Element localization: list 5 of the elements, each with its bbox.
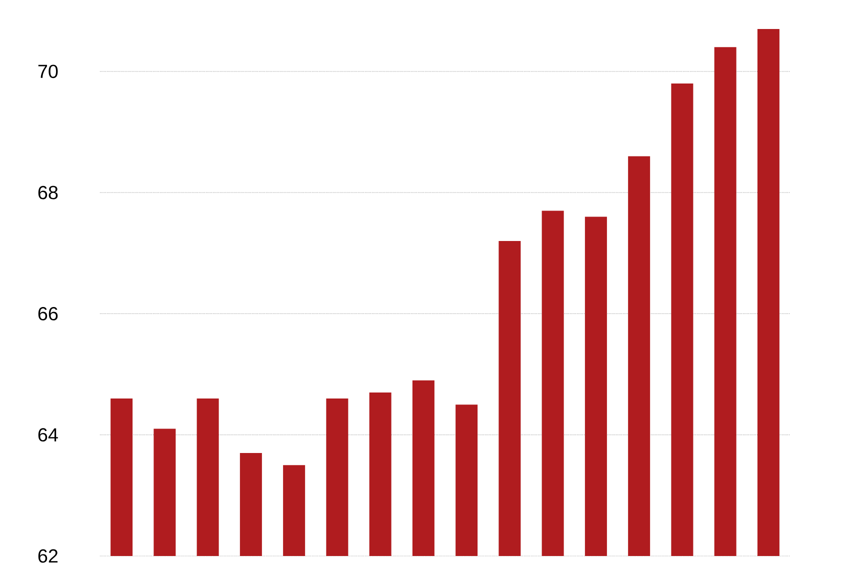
y-tick-label: 68 [38,186,58,200]
y-tick-label: 70 [38,64,58,78]
y-tick-label: 62 [38,549,58,563]
y-tick-label: 64 [38,428,58,442]
y-tick-label: 66 [38,306,58,320]
